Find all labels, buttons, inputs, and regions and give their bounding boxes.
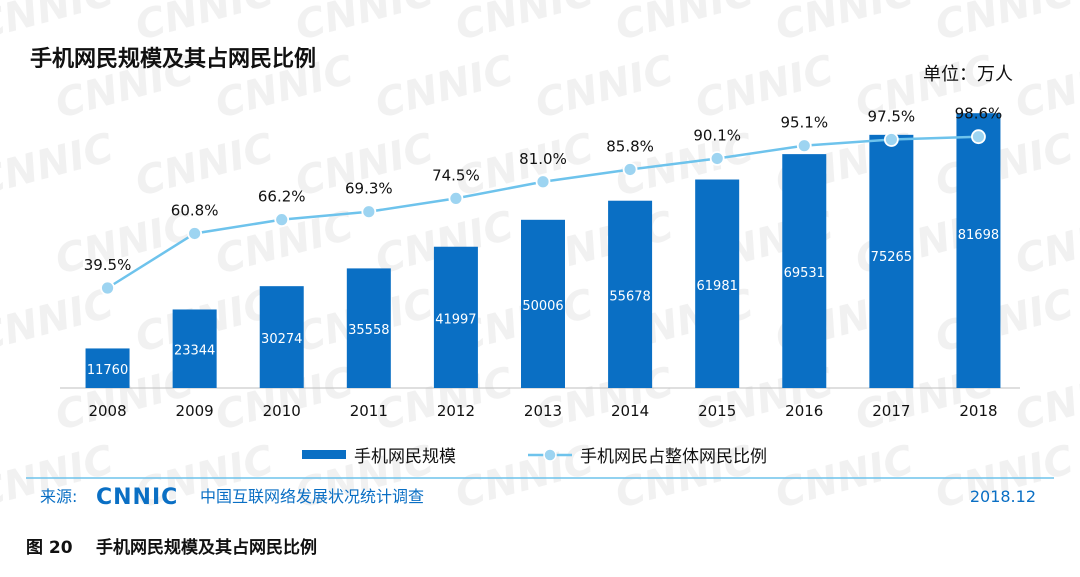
watermark-text: CNNIC bbox=[131, 0, 279, 50]
bar-2015 bbox=[695, 179, 740, 388]
caption-number: 图 20 bbox=[26, 538, 73, 558]
bar-value-label-2008: 11760 bbox=[87, 363, 128, 378]
ratio-point-2008 bbox=[100, 280, 115, 296]
x-tick-2014: 2014 bbox=[611, 402, 649, 420]
source-org: 中国互联网络发展状况统计调查 bbox=[200, 487, 424, 506]
watermark-text: CNNIC bbox=[771, 0, 919, 50]
ratio-point-2018 bbox=[971, 129, 986, 145]
bar-value-label-2015: 61981 bbox=[697, 279, 738, 294]
ratio-label-2014: 85.8% bbox=[606, 137, 654, 155]
chart-title: 手机网民规模及其占网民比例 bbox=[30, 47, 316, 72]
ratio-label-2018: 98.6% bbox=[955, 105, 1003, 123]
source-date: 2018.12 bbox=[970, 487, 1036, 506]
watermark-text: CNNIC bbox=[0, 0, 118, 50]
bar-2017 bbox=[869, 134, 914, 388]
watermark-text: CNNIC bbox=[0, 125, 118, 206]
ratio-point-2015 bbox=[709, 151, 725, 166]
bar-value-label-2010: 30274 bbox=[261, 332, 302, 347]
bar-2009 bbox=[172, 309, 217, 388]
x-tick-2016: 2016 bbox=[785, 402, 823, 420]
x-tick-2011: 2011 bbox=[350, 402, 388, 420]
ratio-point-2017 bbox=[883, 132, 899, 147]
watermark-text: CNNIC bbox=[1011, 47, 1080, 128]
watermark-text: CNNIC bbox=[931, 0, 1079, 50]
bar-value-label-2018: 81698 bbox=[958, 228, 999, 243]
bars-layer bbox=[85, 113, 1001, 389]
cnnic-logo: CNNIC bbox=[96, 485, 178, 510]
bar-2016 bbox=[782, 154, 827, 388]
bar-2011 bbox=[346, 268, 391, 388]
bar-2008 bbox=[85, 348, 130, 388]
caption-text: 手机网民规模及其占网民比例 bbox=[96, 537, 317, 558]
watermark-text: CNNIC bbox=[531, 47, 679, 128]
x-tick-2009: 2009 bbox=[176, 402, 214, 420]
figure-caption: 图 20 手机网民规模及其占网民比例 bbox=[26, 537, 317, 558]
ratio-label-2017: 97.5% bbox=[868, 108, 916, 126]
unit-label: 单位：万人 bbox=[923, 64, 1013, 85]
ratio-label-2008: 39.5% bbox=[84, 256, 132, 274]
bar-2010 bbox=[259, 286, 304, 388]
ratio-point-2012 bbox=[448, 190, 464, 206]
x-tick-2013: 2013 bbox=[524, 402, 562, 420]
bar-value-label-2014: 55678 bbox=[609, 289, 650, 304]
watermark-text: CNNIC bbox=[1011, 203, 1080, 284]
watermark-text: CNNIC bbox=[371, 47, 519, 128]
ratio-label-2012: 74.5% bbox=[432, 166, 480, 184]
watermark-text: CNNIC bbox=[611, 0, 759, 50]
source-prefix: 来源: bbox=[40, 487, 77, 506]
ratio-label-2015: 90.1% bbox=[693, 126, 741, 144]
source-row: 来源: CNNIC 中国互联网络发展状况统计调查 2018.12 bbox=[40, 485, 1036, 510]
x-tick-labels: 2008 2009 2010 2011 2012 2013 2014 2015 2016 2017… bbox=[88, 402, 997, 420]
x-tick-2012: 2012 bbox=[437, 402, 475, 420]
watermark-text: CNNIC bbox=[1011, 359, 1080, 440]
ratio-label-2009: 60.8% bbox=[171, 201, 219, 219]
bar-labels-layer: 11760 23344 30274 35558 41997 50006 55678 61981… bbox=[87, 228, 999, 378]
ratio-label-2011: 69.3% bbox=[345, 180, 393, 198]
legend-line-marker bbox=[543, 448, 557, 462]
bar-2012 bbox=[433, 246, 478, 388]
watermark-text: CNNIC bbox=[291, 0, 439, 50]
ratio-point-2011 bbox=[361, 204, 377, 220]
legend: 手机网民规模 手机网民占整体网民比例 bbox=[302, 447, 767, 467]
legend-line-label: 手机网民占整体网民比例 bbox=[580, 447, 767, 467]
ratio-point-2009 bbox=[187, 226, 203, 241]
bar-value-label-2009: 23344 bbox=[174, 344, 215, 359]
ratio-point-2016 bbox=[796, 138, 812, 154]
bar-value-label-2016: 69531 bbox=[784, 266, 825, 281]
ratio-point-2013 bbox=[535, 174, 551, 190]
bar-value-label-2013: 50006 bbox=[522, 299, 563, 314]
watermark-text: CNNIC bbox=[131, 125, 279, 206]
x-tick-2017: 2017 bbox=[872, 402, 910, 420]
ratio-label-2010: 66.2% bbox=[258, 188, 306, 206]
ratio-label-2013: 81.0% bbox=[519, 150, 567, 168]
line-layer: 39.5% 60.8% 66.2% 69.3% 74.5% 81.0% 85.8% 90.1%… bbox=[84, 105, 1003, 296]
ratio-label-2016: 95.1% bbox=[780, 114, 828, 132]
x-tick-2010: 2010 bbox=[263, 402, 301, 420]
x-tick-2008: 2008 bbox=[88, 402, 126, 420]
watermark-text: CNNIC bbox=[931, 281, 1079, 362]
bar-value-label-2011: 35558 bbox=[348, 323, 389, 338]
bar-2018 bbox=[956, 113, 1001, 389]
ratio-point-2014 bbox=[622, 162, 638, 177]
ratio-point-2010 bbox=[274, 212, 290, 228]
bar-value-label-2017: 75265 bbox=[871, 250, 912, 265]
legend-bar-swatch bbox=[302, 450, 346, 459]
watermark-text: CNNIC bbox=[451, 0, 599, 50]
legend-bar-label: 手机网民规模 bbox=[354, 447, 456, 467]
bar-value-label-2012: 41997 bbox=[435, 312, 476, 327]
x-tick-2018: 2018 bbox=[959, 402, 997, 420]
bar-2014 bbox=[608, 200, 653, 388]
bar-2013 bbox=[521, 219, 565, 388]
x-tick-2015: 2015 bbox=[698, 402, 736, 420]
